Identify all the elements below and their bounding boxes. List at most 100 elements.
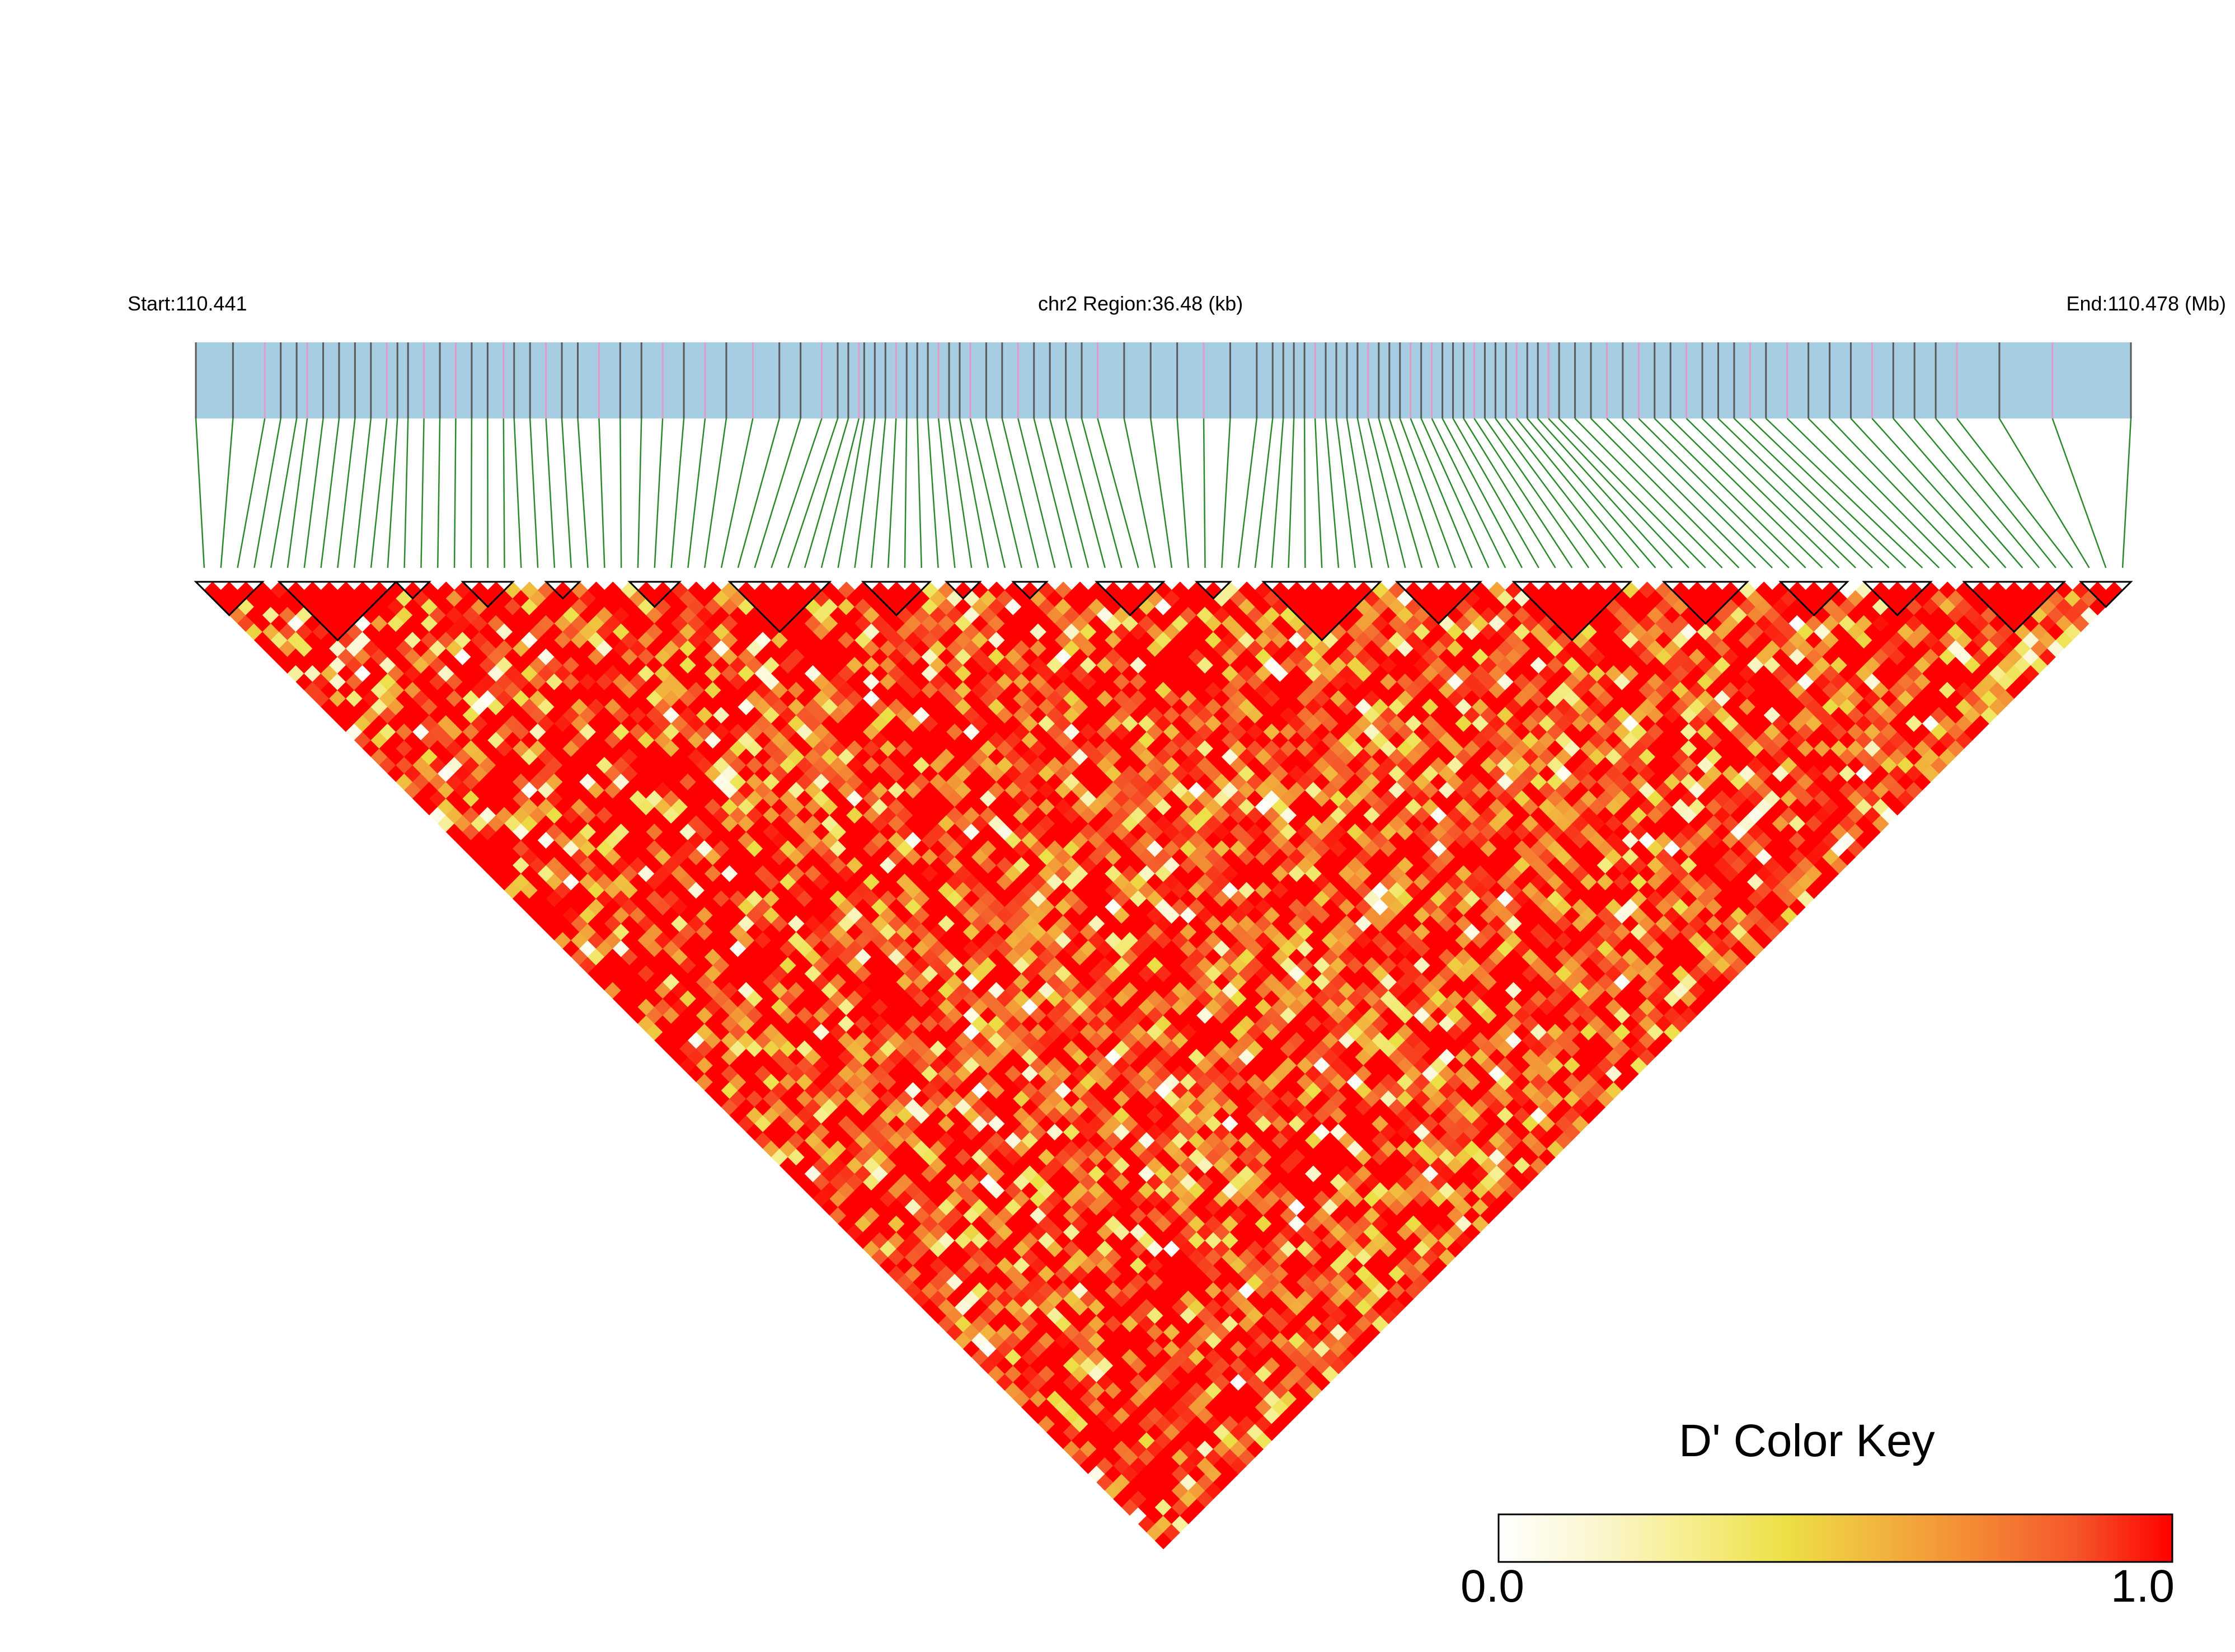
snp-connector xyxy=(871,418,886,568)
snp-connector xyxy=(1399,418,1456,568)
snp-connector xyxy=(1871,418,2007,568)
ld-cells xyxy=(204,581,2123,1550)
snp-connector xyxy=(1346,418,1373,568)
snp-connector xyxy=(1378,418,1423,568)
snp-connector xyxy=(1203,418,1206,568)
snp-connector xyxy=(985,418,1022,568)
snp-connector xyxy=(1670,418,1823,568)
snp-connector xyxy=(948,418,973,568)
snp-connector xyxy=(437,418,441,568)
snp-connector xyxy=(2121,418,2132,568)
snp-connector xyxy=(1017,418,1056,568)
snp-connector xyxy=(337,418,356,568)
snp-connector-lines xyxy=(195,418,2132,568)
snp-connector xyxy=(837,418,865,568)
snp-connector xyxy=(1288,418,1295,568)
snp-connector xyxy=(470,418,473,568)
snp-connector xyxy=(253,418,281,568)
snp-connector xyxy=(561,418,572,568)
snp-connector xyxy=(403,418,409,568)
snp-connector xyxy=(937,418,956,568)
snp-connector xyxy=(1442,418,1523,568)
snp-connector xyxy=(1033,418,1073,568)
snp-connector xyxy=(959,418,989,568)
snp-connector xyxy=(1388,418,1440,568)
snp-connector xyxy=(1786,418,1940,568)
snp-connector xyxy=(1505,418,1623,568)
snp-connector xyxy=(420,418,425,568)
snp-connector xyxy=(1537,418,1673,568)
snp-connector xyxy=(1123,418,1156,568)
snp-connector xyxy=(916,418,922,568)
snp-connector xyxy=(453,418,457,568)
snp-connector xyxy=(577,418,589,568)
snp-connector xyxy=(1574,418,1723,568)
snp-connector xyxy=(287,418,308,568)
snp-connector xyxy=(1303,418,1306,568)
snp-connector xyxy=(1001,418,1039,568)
snp-connector xyxy=(1081,418,1123,568)
snp-connector xyxy=(887,418,897,568)
snp-connector xyxy=(927,418,939,568)
snp-connector xyxy=(1685,418,1840,568)
snp-connector xyxy=(1484,418,1590,568)
snp-connector xyxy=(1638,418,1790,568)
snp-connector xyxy=(1516,418,1640,568)
snp-connector xyxy=(1495,418,1606,568)
snp-ticks xyxy=(195,342,2132,418)
snp-connector xyxy=(1325,418,1340,568)
snp-connector xyxy=(854,418,876,568)
snp-connector xyxy=(1452,418,1539,568)
snp-connector xyxy=(904,418,908,568)
snp-connector xyxy=(1527,418,1656,568)
snp-connector xyxy=(1717,418,1873,568)
snp-connector xyxy=(670,418,685,568)
snp-connector xyxy=(195,418,205,568)
snp-connector xyxy=(1065,418,1106,568)
snp-connector xyxy=(220,418,234,568)
snp-connector xyxy=(1590,418,1740,568)
snp-connector xyxy=(1749,418,1907,568)
snp-connector xyxy=(703,418,727,568)
snp-connector xyxy=(787,418,839,568)
snp-connector xyxy=(1254,418,1274,568)
snp-connector xyxy=(1734,418,1890,568)
snp-connector xyxy=(771,418,823,568)
snp-connector xyxy=(270,418,298,568)
snp-connector xyxy=(320,418,340,568)
snp-connector xyxy=(737,418,780,568)
snp-connector xyxy=(1410,418,1473,568)
snp-track xyxy=(196,342,2131,418)
snp-connector xyxy=(370,418,388,568)
snp-connector xyxy=(1221,418,1231,568)
snp-connector xyxy=(687,418,706,568)
snp-connector xyxy=(1420,418,1490,568)
snp-connector xyxy=(545,418,556,568)
snp-connector xyxy=(1367,418,1406,568)
snp-connector xyxy=(2051,418,2107,568)
snp-connector xyxy=(1237,418,1258,568)
snp-connector xyxy=(619,418,622,568)
snp-connector xyxy=(1829,418,1973,568)
snp-connector xyxy=(513,418,522,568)
snp-connector xyxy=(503,418,505,568)
snp-connector xyxy=(1998,418,2090,568)
snp-connector xyxy=(1097,418,1139,568)
snp-connector xyxy=(754,418,801,568)
snp-connector xyxy=(529,418,539,568)
snp-connector xyxy=(598,418,605,568)
snp-connector xyxy=(1558,418,1706,568)
snp-connector xyxy=(1956,418,2073,568)
snp-connector xyxy=(1314,418,1323,568)
snp-connector xyxy=(720,418,754,568)
snp-connector xyxy=(969,418,1006,568)
snp-connector xyxy=(637,418,642,568)
snp-connector xyxy=(353,418,372,568)
snp-connector xyxy=(1356,418,1389,568)
snp-connector xyxy=(1893,418,2023,568)
snp-connector xyxy=(1850,418,1990,568)
snp-connector xyxy=(1807,418,1956,568)
snp-connector xyxy=(1622,418,1773,568)
snp-connector xyxy=(804,418,849,568)
